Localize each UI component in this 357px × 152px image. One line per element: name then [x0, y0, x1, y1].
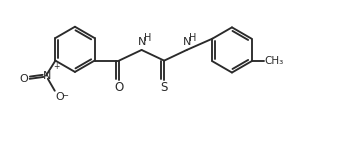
Text: O: O [20, 74, 29, 84]
Text: +: + [53, 62, 59, 71]
Text: O: O [114, 81, 124, 94]
Text: N: N [43, 71, 51, 81]
Text: S: S [161, 81, 168, 94]
Text: N: N [137, 37, 146, 47]
Text: N: N [182, 37, 191, 47]
Text: CH₃: CH₃ [265, 56, 284, 66]
Text: −: − [61, 91, 68, 100]
Text: H: H [189, 33, 196, 43]
Text: H: H [144, 33, 151, 43]
Text: O: O [55, 92, 64, 102]
